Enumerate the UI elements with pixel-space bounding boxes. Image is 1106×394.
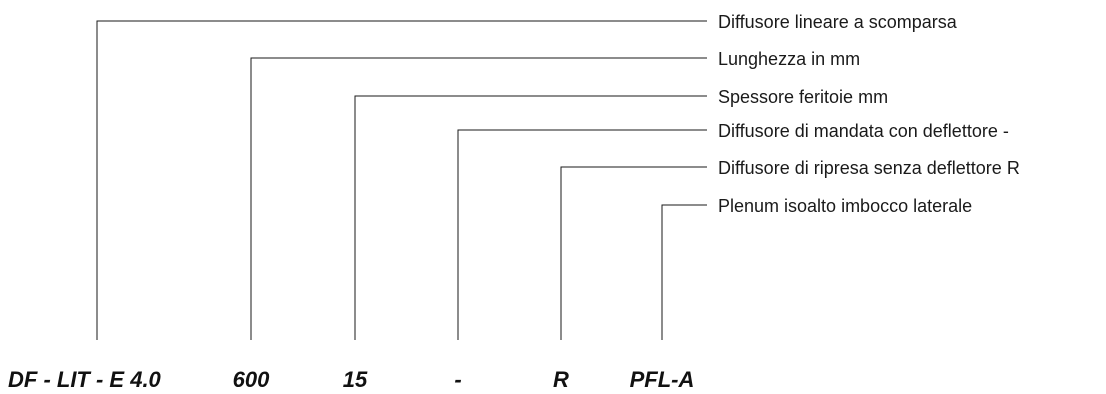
leader-line-model [96,20,707,340]
description-supply: Diffusore di mandata con deflettore - [718,121,1009,141]
description-model: Diffusore lineare a scomparsa [718,12,957,32]
code-return: R [553,367,569,392]
description-slot-thickness: Spessore feritoie mm [718,87,889,107]
code-supply: - [454,367,462,392]
description-length: Lunghezza in mm [718,49,861,69]
leader-line-length [250,57,707,340]
description-return: Diffusore di ripresa senza deflettore R [718,158,1020,178]
leader-line-plenum [661,204,707,340]
code-length: 600 [232,367,270,392]
leader-line-return [560,166,707,340]
leader-line-supply [457,129,707,340]
leader-line-slot-thickness [354,95,707,340]
code-model: DF - LIT - E 4.0 [8,367,161,392]
description-plenum: Plenum isoalto imbocco laterale [718,196,973,216]
code-plenum: PFL-A [629,367,695,392]
code-slot-thickness: 15 [342,367,368,392]
